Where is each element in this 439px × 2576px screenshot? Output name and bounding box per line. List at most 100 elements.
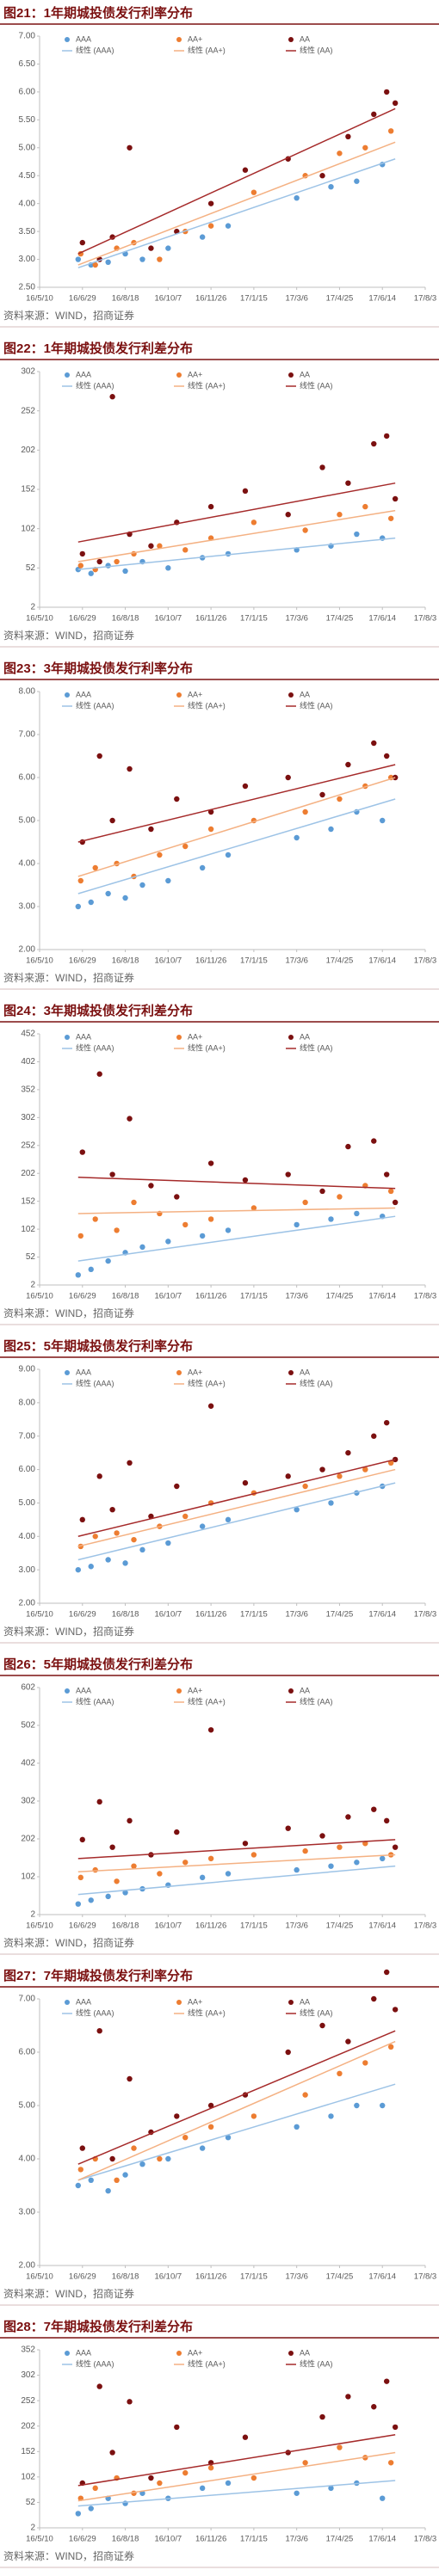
legend-label: AAA (76, 1032, 91, 1041)
point (345, 480, 351, 486)
point (96, 1071, 102, 1077)
point (207, 2465, 214, 2471)
legend-key (176, 2351, 182, 2356)
legend-label: 线性 (AA) (300, 1378, 333, 1387)
point (165, 2155, 171, 2162)
point (139, 2161, 145, 2167)
point (199, 234, 206, 240)
point (384, 2378, 390, 2384)
point (207, 1855, 214, 1862)
point (157, 1871, 163, 1877)
y-tick-label: 152 (21, 2447, 35, 2456)
x-tick-label: 16/10/7 (154, 1921, 182, 1931)
point (77, 2167, 83, 2173)
x-tick-label: 17/3/6 (285, 1610, 307, 1620)
source-note: 资料来源：WIND，招商证券 (3, 1936, 134, 1949)
point (79, 1516, 85, 1523)
point (174, 1829, 180, 1835)
y-tick-label: 302 (21, 1113, 35, 1122)
x-tick-label: 17/4/25 (326, 1921, 354, 1931)
point (371, 1995, 377, 2002)
point (302, 1199, 308, 1206)
legend-key (65, 692, 70, 698)
point (371, 1433, 377, 1439)
y-tick-label: 202 (21, 1169, 35, 1178)
point (79, 2145, 85, 2151)
point (319, 173, 325, 179)
x-tick-label: 17/8/3 (414, 1610, 436, 1620)
y-tick-label: 5.00 (19, 143, 36, 152)
point (319, 1188, 325, 1195)
point (302, 2092, 308, 2098)
x-tick-label: 17/8/3 (414, 956, 436, 966)
trend-line (77, 158, 396, 268)
point (242, 1841, 249, 1847)
y-tick-label: 2.50 (19, 283, 36, 292)
y-tick-label: 602 (21, 1683, 35, 1693)
y-tick-label: 3.00 (19, 1565, 36, 1575)
point (294, 194, 300, 201)
point (392, 1844, 399, 1850)
x-tick-label: 16/5/10 (26, 294, 53, 304)
y-tick-label: 8.00 (19, 1398, 36, 1407)
point (92, 261, 98, 268)
point (285, 512, 291, 518)
legend-label: 线性 (AA+) (188, 1042, 226, 1052)
point (174, 796, 180, 802)
point (122, 1890, 128, 1896)
y-tick-label: 4.00 (19, 199, 36, 208)
x-tick-label: 17/6/14 (368, 2272, 396, 2282)
point (92, 2485, 98, 2492)
x-tick-label: 16/8/18 (112, 956, 139, 966)
trend-line (77, 2451, 396, 2502)
point (285, 1473, 291, 1479)
x-tick-label: 16/6/29 (69, 614, 96, 624)
point (345, 133, 351, 139)
point (207, 223, 214, 229)
figure-title: 图23：3年期城投债发行利率分布 (3, 661, 193, 676)
legend-key (288, 2000, 294, 2005)
point (109, 1507, 115, 1513)
point (242, 488, 249, 495)
x-tick-label: 16/11/26 (195, 614, 226, 624)
point (199, 1523, 206, 1529)
legend-label: 线性 (AA+) (188, 2007, 226, 2017)
x-tick-label: 16/5/10 (26, 2535, 53, 2544)
y-tick-label: 6.00 (19, 773, 36, 783)
y-tick-label: 2.00 (19, 1599, 36, 1608)
x-tick-label: 16/11/26 (195, 2535, 226, 2544)
point (337, 151, 343, 157)
point (207, 1160, 214, 1166)
x-tick-label: 17/6/14 (368, 1610, 396, 1620)
source-note: 资料来源：WIND，招商证券 (3, 1625, 134, 1638)
point (354, 178, 360, 184)
point (319, 1833, 325, 1839)
point (328, 826, 334, 833)
point (242, 1177, 249, 1183)
point (302, 1847, 308, 1854)
point (384, 89, 390, 95)
x-tick-label: 16/11/26 (195, 294, 226, 304)
x-tick-label: 17/1/15 (240, 1921, 268, 1931)
point (114, 1530, 120, 1536)
point (328, 2113, 334, 2119)
point (319, 2413, 325, 2420)
legend-label: AA (300, 1032, 310, 1041)
point (139, 882, 145, 888)
point (387, 2460, 394, 2466)
legend-label: AA+ (188, 690, 202, 698)
point (182, 1860, 189, 1866)
x-tick-label: 16/5/10 (26, 1292, 53, 1301)
legend-label: 线性 (AAA) (76, 1378, 114, 1387)
point (182, 1513, 189, 1520)
figure-title: 图25：5年期城投债发行利率分布 (3, 1338, 193, 1354)
y-tick-label: 5.50 (19, 115, 36, 125)
legend-label: AAA (76, 1997, 91, 2006)
legend-key (288, 1035, 294, 1040)
y-tick-label: 3.00 (19, 902, 36, 912)
x-tick-label: 16/11/26 (195, 1921, 226, 1931)
y-tick-label: 202 (21, 1835, 35, 1844)
legend-key (288, 1688, 294, 1694)
point (75, 2511, 82, 2517)
